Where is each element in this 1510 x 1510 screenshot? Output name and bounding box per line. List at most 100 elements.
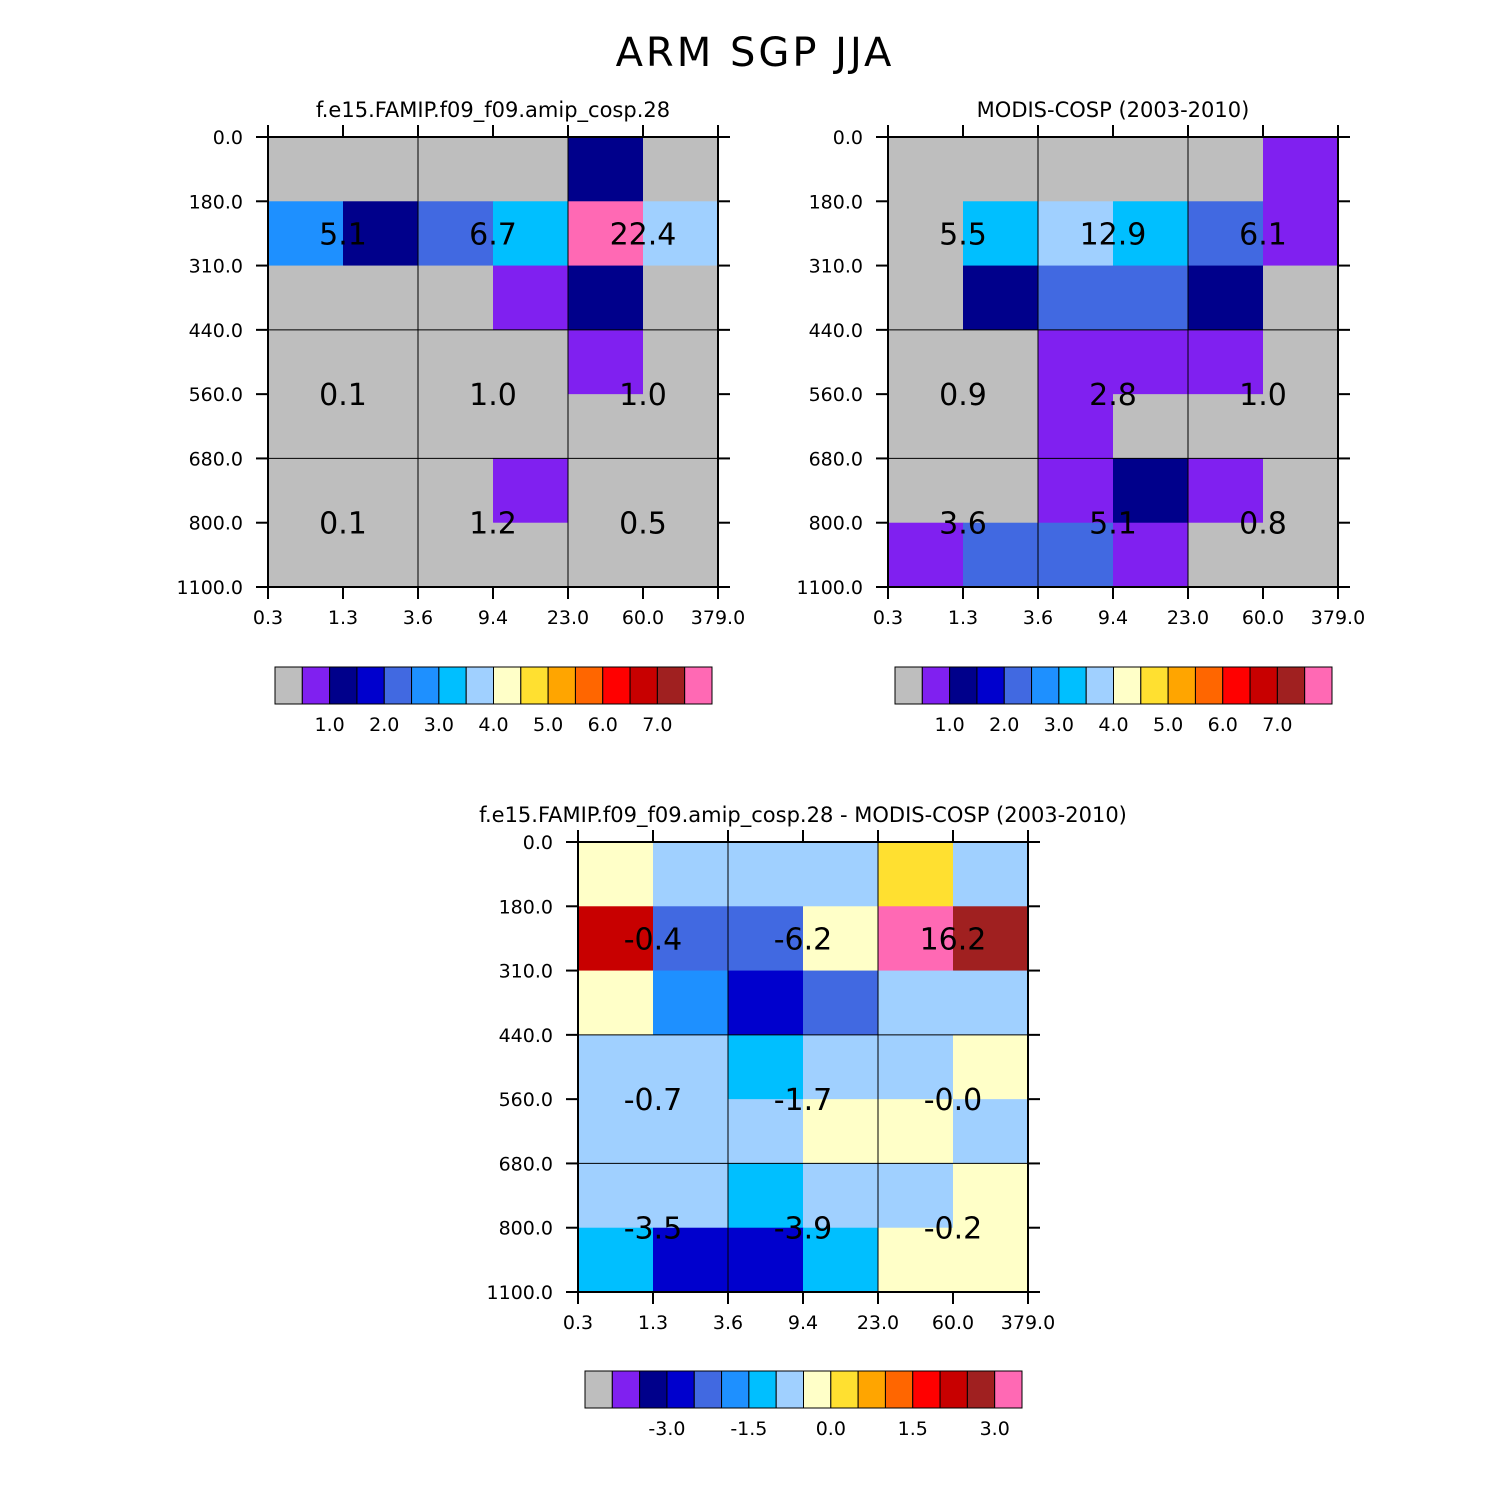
colorbar-swatch xyxy=(976,666,1005,705)
heatmap-cell xyxy=(418,265,494,331)
y-tick-label: 0.0 xyxy=(833,127,863,149)
heatmap-cell xyxy=(1188,137,1264,202)
colorbar-swatch xyxy=(465,666,494,705)
heatmap-cell xyxy=(803,1227,879,1293)
heatmap-cell xyxy=(643,137,719,202)
cell-value-label: -0.4 xyxy=(624,922,683,957)
heatmap-cell xyxy=(268,522,344,588)
heatmap-cell xyxy=(878,906,954,972)
colorbar-swatch xyxy=(493,666,522,705)
figure-title: ARM SGP JJA xyxy=(615,30,895,76)
colorbar-label: 6.0 xyxy=(1208,714,1238,736)
heatmap-cell xyxy=(418,458,494,524)
heatmap-cell xyxy=(888,394,964,459)
colorbar-label: 4.0 xyxy=(1098,714,1128,736)
heatmap-cell xyxy=(803,1034,879,1100)
colorbar-label: 7.0 xyxy=(642,714,672,736)
y-tick-label: 0.0 xyxy=(523,832,553,854)
heatmap-cell xyxy=(418,394,494,459)
y-tick-label: 1100.0 xyxy=(797,577,863,599)
colorbar-label: 1.0 xyxy=(935,714,965,736)
heatmap-cell xyxy=(643,265,719,331)
x-tick-label: 3.6 xyxy=(1023,607,1053,629)
colorbar-label: 3.0 xyxy=(980,1418,1010,1440)
heatmap-cell xyxy=(493,265,569,331)
y-tick-label: 560.0 xyxy=(499,1089,553,1111)
colorbar-swatch xyxy=(684,666,713,705)
y-tick-label: 560.0 xyxy=(809,384,863,406)
heatmap-cell xyxy=(343,265,419,331)
x-tick-label: 0.3 xyxy=(563,1312,593,1334)
heatmap-cell xyxy=(568,265,644,331)
heatmap-cell xyxy=(1263,522,1339,588)
heatmap-cell xyxy=(878,1099,954,1164)
heatmap-cell xyxy=(803,1099,879,1164)
heatmap-cell xyxy=(418,522,494,588)
heatmap-cell xyxy=(1263,394,1339,459)
cell-value-label: 1.0 xyxy=(619,378,667,413)
colorbar-swatch xyxy=(356,666,385,705)
heatmap-cell xyxy=(888,201,964,267)
cell-value-label: -6.2 xyxy=(774,922,833,957)
heatmap-cell xyxy=(1113,522,1189,588)
colorbar-swatch xyxy=(693,1370,723,1409)
colorbar-swatch xyxy=(775,1370,804,1409)
colorbar-swatch xyxy=(656,666,686,705)
colorbar-label: 1.5 xyxy=(898,1418,928,1440)
colorbar-swatch xyxy=(602,666,631,705)
heatmap-cell xyxy=(568,329,644,395)
cell-value-label: 1.2 xyxy=(469,507,517,542)
heatmap-cell xyxy=(953,842,1029,907)
colorbar-swatch xyxy=(547,666,576,705)
heatmap-cell xyxy=(568,394,644,459)
heatmap-cell xyxy=(493,394,569,459)
heatmap-cell xyxy=(653,1227,729,1293)
cell-value-label: 0.1 xyxy=(319,378,367,413)
cell-value-label: 6.1 xyxy=(1239,217,1287,252)
heatmap-cell xyxy=(888,458,964,524)
heatmap-cell xyxy=(268,265,344,331)
colorbar-swatch xyxy=(520,666,549,705)
x-tick-label: 60.0 xyxy=(1242,607,1284,629)
colorbar-swatch xyxy=(912,1370,941,1409)
heatmap-cell xyxy=(643,458,719,524)
heatmap-cell xyxy=(963,522,1039,588)
colorbar-swatch xyxy=(803,1370,832,1409)
heatmap-cell xyxy=(493,329,569,395)
colorbar-swatch xyxy=(949,666,978,705)
heatmap-cell xyxy=(963,201,1039,267)
colorbar-label: 7.0 xyxy=(1262,714,1292,736)
colorbar-swatch xyxy=(1113,666,1142,705)
heatmap-cell xyxy=(728,1227,804,1293)
heatmap-cell xyxy=(268,137,344,202)
colorbar-swatch xyxy=(1140,666,1169,705)
heatmap-cell xyxy=(728,1099,804,1164)
colorbar-swatch xyxy=(939,1370,968,1409)
y-tick-label: 310.0 xyxy=(809,256,863,278)
heatmap-cell xyxy=(653,1034,729,1100)
colorbar-swatch xyxy=(884,1370,914,1409)
colorbar-label: 5.0 xyxy=(533,714,563,736)
heatmap-cell xyxy=(493,201,569,267)
heatmap-cell xyxy=(268,394,344,459)
heatmap-cell xyxy=(728,1034,804,1100)
heatmap-cell xyxy=(1188,265,1264,331)
colorbar-swatch xyxy=(574,666,604,705)
heatmap-cell xyxy=(888,137,964,202)
colorbar-swatch xyxy=(383,666,413,705)
y-tick-label: 800.0 xyxy=(499,1218,553,1240)
heatmap-cell xyxy=(343,394,419,459)
heatmap-cell xyxy=(418,201,494,267)
x-tick-label: 3.6 xyxy=(403,607,433,629)
x-tick-label: 23.0 xyxy=(1167,607,1209,629)
cell-value-label: 1.0 xyxy=(1239,378,1287,413)
heatmap-cell xyxy=(493,458,569,524)
y-tick-label: 560.0 xyxy=(189,384,243,406)
colorbar-swatch xyxy=(274,666,303,705)
panel-title-model: f.e15.FAMIP.f09_f09.amip_cosp.28 xyxy=(315,98,671,122)
colorbar-swatch xyxy=(1003,666,1033,705)
heatmap-cell xyxy=(1038,137,1114,202)
x-tick-label: 23.0 xyxy=(857,1312,899,1334)
cell-value-label: -0.2 xyxy=(924,1212,983,1247)
